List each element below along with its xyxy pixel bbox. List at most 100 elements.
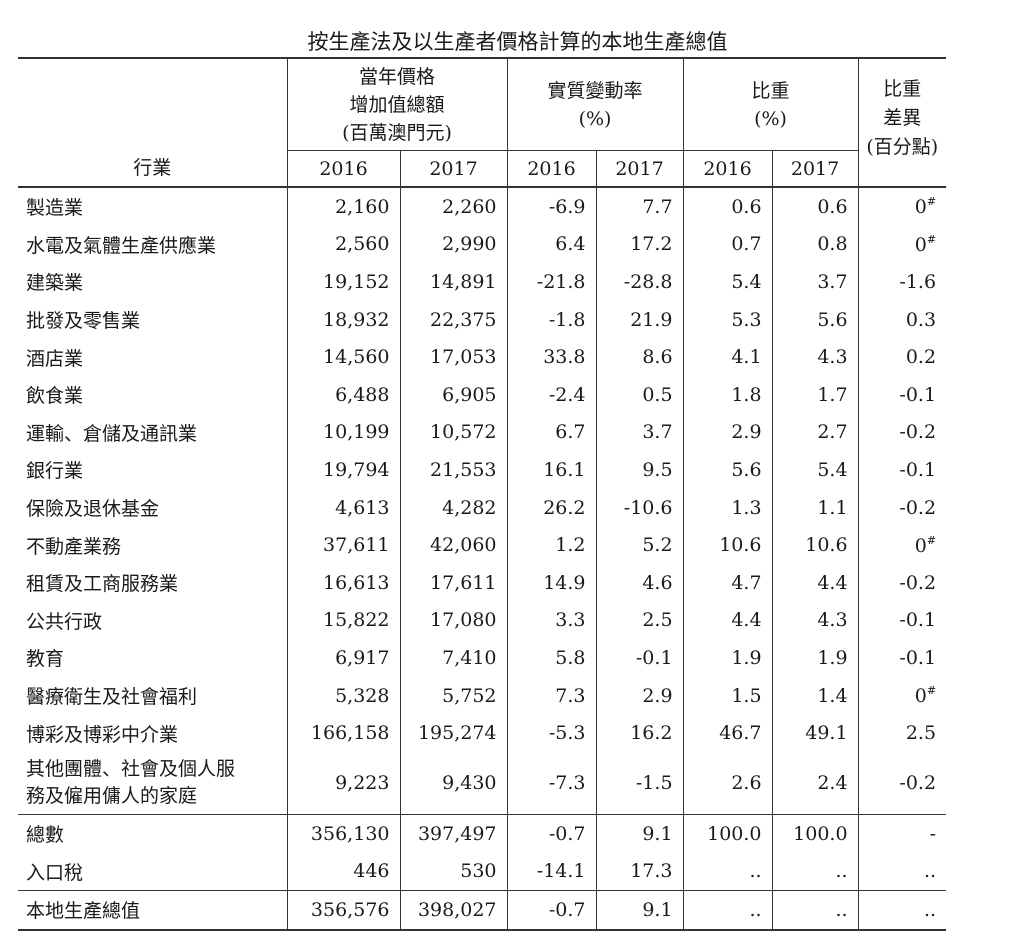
value-cell: -6.9 [506, 187, 597, 226]
table-row: 博彩及博彩中介業 166,158 195,274 -5.3 16.2 46.7 49.1 2.… [18, 714, 947, 752]
industry-label-line: 教育 [26, 648, 65, 671]
industry-label: 銀行業 [18, 451, 287, 489]
value-cell: -14.1 [506, 852, 597, 891]
value-text: -14.1 [536, 860, 586, 883]
value-cell: 2.4 [771, 751, 859, 815]
header-weight-diff-line: 比重 [883, 78, 922, 100]
value-text: 4.4 [731, 609, 762, 632]
value-cell: 397,497 [399, 813, 508, 853]
value-cell: -0.1 [857, 639, 947, 677]
value-cell: 5.6 [682, 451, 773, 489]
industry-label: 總數 [18, 813, 287, 853]
value-text: 21,553 [430, 458, 497, 481]
value-cell: 6,905 [399, 375, 508, 414]
value-cell: 3.7 [771, 263, 859, 301]
value-cell: 17,611 [399, 563, 508, 602]
value-cell: 100.0 [682, 813, 773, 853]
header-weight-diff-line: (百分點) [866, 136, 939, 158]
value-text: 7,410 [442, 646, 497, 669]
value-cell: 2.6 [682, 751, 773, 815]
value-cell: 0.7 [682, 225, 773, 264]
value-text: 2.4 [817, 771, 848, 794]
value-cell: 4.4 [682, 601, 773, 640]
value-cell: .. [857, 852, 947, 891]
value-cell: 37,611 [286, 526, 400, 564]
value-text: -28.8 [623, 270, 673, 293]
header-year: 2017 [399, 150, 508, 188]
value-text: .. [923, 860, 937, 883]
value-text: 21.9 [630, 308, 673, 331]
value-text: 4.6 [642, 571, 673, 594]
industry-label: 入口稅 [18, 853, 287, 891]
value-cell: 166,158 [286, 714, 400, 752]
value-cell: 22,375 [399, 300, 508, 339]
value-cell: 9,430 [399, 751, 508, 815]
value-text: 0 [914, 685, 927, 708]
value-text: -0.7 [548, 822, 586, 845]
value-cell: .. [771, 852, 859, 891]
header-real-change: 實質變動率 (%) [506, 57, 684, 151]
rounding-mark: # [926, 195, 937, 209]
value-text: 3.7 [642, 421, 673, 444]
value-cell: - [857, 813, 947, 853]
value-cell: 6,917 [286, 639, 400, 677]
value-text: 5.6 [731, 458, 762, 481]
value-cell: 1.9 [771, 639, 859, 677]
value-cell: -0.2 [857, 751, 947, 815]
header-row-groups: 行業 當年價格 增加值總額 (百萬澳門元) 實質變動率 (%) 比重 (%) 比… [18, 57, 947, 188]
table-row: 醫療衛生及社會福利 5,328 5,752 7.3 2.9 1.5 1.4 0# [18, 676, 947, 715]
industry-label-line: 總數 [26, 824, 65, 847]
value-text: 100.0 [707, 822, 762, 845]
value-cell: -21.8 [506, 263, 597, 301]
value-cell: 2.9 [595, 676, 684, 715]
value-cell: 9.1 [595, 813, 684, 853]
value-cell: -28.8 [595, 263, 684, 301]
value-text: 0.6 [731, 195, 762, 218]
header-value-added-line: (百萬澳門元) [342, 121, 452, 144]
value-cell: -0.1 [595, 639, 684, 677]
value-text: 1.8 [731, 383, 762, 406]
industry-label-line: 務及僱用傭人的家庭 [26, 784, 198, 807]
industry-label-line: 製造業 [26, 197, 84, 220]
value-text: 5.4 [817, 458, 848, 481]
value-cell: 7,410 [399, 639, 508, 677]
value-text: 22,375 [430, 308, 497, 331]
value-text: 1.9 [817, 646, 848, 669]
value-text: 1.7 [817, 383, 848, 406]
value-text: 4.1 [731, 346, 762, 369]
industry-label-line: 公共行政 [26, 610, 103, 633]
value-text: 1.9 [731, 646, 762, 669]
header-value-added-line: 當年價格 [359, 65, 436, 88]
value-cell: 19,794 [286, 451, 400, 489]
value-cell: -1.8 [506, 300, 597, 339]
table-row: 保險及退休基金 4,613 4,282 26.2 -10.6 1.3 1.1 -0.2 [18, 488, 947, 527]
value-text: 6.7 [555, 421, 586, 444]
value-cell: 42,060 [399, 526, 508, 564]
value-text: 0.7 [731, 233, 762, 256]
value-cell: 1.7 [771, 375, 859, 414]
value-text: 166,158 [310, 722, 390, 745]
value-text: 530 [460, 860, 497, 883]
value-cell: 49.1 [771, 714, 859, 752]
value-cell: -0.1 [857, 451, 947, 489]
value-text: 7.7 [642, 195, 673, 218]
industry-label: 教育 [18, 639, 287, 677]
table-row: 水電及氣體生產供應業 2,560 2,990 6.4 17.2 0.7 0.8 0# [18, 225, 947, 264]
value-text: 0.8 [817, 233, 848, 256]
value-text: 5.3 [731, 308, 762, 331]
industry-label: 其他團體、社會及個人服 務及僱用傭人的家庭 [18, 752, 287, 815]
value-text: 195,274 [417, 722, 497, 745]
value-text: 4,282 [442, 496, 497, 519]
value-cell: 0# [857, 676, 947, 715]
header-weight-diff-line: 差異 [883, 107, 922, 129]
rounding-mark: # [926, 684, 937, 698]
value-text: 4.3 [817, 346, 848, 369]
value-cell: 398,027 [399, 890, 508, 931]
value-text: .. [923, 898, 937, 921]
table-row: 入口稅 446 530 -14.1 17.3...... [18, 852, 947, 891]
value-text: 5.6 [817, 308, 848, 331]
value-text: 100.0 [793, 822, 848, 845]
value-cell: 21,553 [399, 451, 508, 489]
value-text: -0.2 [899, 571, 937, 594]
value-text: 397,497 [417, 822, 497, 845]
